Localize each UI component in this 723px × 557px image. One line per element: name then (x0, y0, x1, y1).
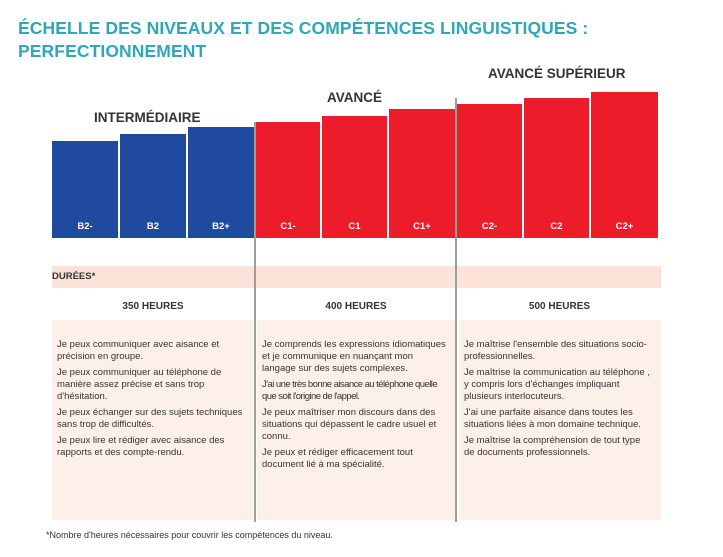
page-title: ÉCHELLE DES NIVEAUX ET DES COMPÉTENCES L… (18, 17, 588, 63)
competence-text: Je maîtrise la communication au téléphon… (464, 367, 650, 402)
level-label: C2- (481, 221, 498, 232)
competence-text: Je peux lire et rédiger avec aisance des… (57, 435, 225, 458)
competence-text: Je peux communiquer avec aisance et préc… (57, 339, 220, 362)
hours-avance: 400 HEURES (325, 301, 387, 312)
level-label: C2+ (615, 221, 634, 232)
competence-text: J'ai une parfaite aisance dans toutes le… (464, 407, 641, 430)
competence-text: Je peux échanger sur des sujets techniqu… (57, 407, 243, 430)
level-bar-c1-plus: C1+ (389, 109, 455, 238)
durations-band (52, 266, 661, 288)
hours-intermediaire: 350 HEURES (122, 301, 184, 312)
divider-line (254, 122, 256, 522)
title-line-2: PERFECTIONNEMENT (18, 41, 207, 61)
group-label-avance-superieur: AVANCÉ SUPÉRIEUR (488, 66, 626, 81)
competence-text: Je maîtrise l'ensemble des situations so… (464, 339, 647, 362)
level-bar-c2-minus: C2- (457, 104, 522, 238)
level-bar-b2-minus: B2- (52, 141, 118, 238)
competence-text: J'ai une très bonne aisance au téléphone… (262, 379, 438, 402)
footnote: *Nombre d'heures nécessaires pour couvri… (46, 530, 333, 540)
competence-text: Je maîtrise la compréhension de tout typ… (464, 435, 641, 458)
group-label-intermediaire: INTERMÉDIAIRE (94, 110, 201, 125)
level-label: B2+ (212, 221, 230, 232)
level-label: B2- (77, 221, 93, 232)
competence-text: Je peux et rédiger efficacement tout doc… (262, 447, 413, 470)
level-bar-c2-plus: C2+ (591, 92, 658, 238)
durations-label: DURÉES* (52, 271, 96, 282)
level-bar-c2: C2 (524, 98, 589, 238)
competence-text: Je comprends les expressions idiomatique… (262, 339, 446, 374)
level-bar-c1-minus: C1- (256, 122, 320, 238)
level-label: B2 (146, 221, 160, 232)
panel-avance: Je comprends les expressions idiomatique… (257, 320, 455, 520)
competence-text: Je peux maîtriser mon discours dans des … (262, 407, 437, 442)
level-bar-b2: B2 (120, 134, 186, 238)
level-label: C2 (550, 221, 563, 232)
level-label: C1+ (413, 221, 431, 232)
level-bar-b2-plus: B2+ (188, 127, 254, 238)
competence-text: Je peux communiquer au téléphone de mani… (57, 367, 222, 402)
level-bar-c1: C1 (322, 116, 387, 238)
divider-line (455, 98, 457, 522)
group-label-avance: AVANCÉ (327, 90, 383, 105)
title-line-1: ÉCHELLE DES NIVEAUX ET DES COMPÉTENCES L… (18, 18, 589, 38)
panel-intermediaire: Je peux communiquer avec aisance et préc… (52, 320, 253, 520)
level-label: C1 (348, 221, 361, 232)
panel-avance-superieur: Je maîtrise l'ensemble des situations so… (459, 320, 661, 520)
hours-avance-superieur: 500 HEURES (528, 301, 591, 312)
level-label: C1- (280, 221, 296, 232)
